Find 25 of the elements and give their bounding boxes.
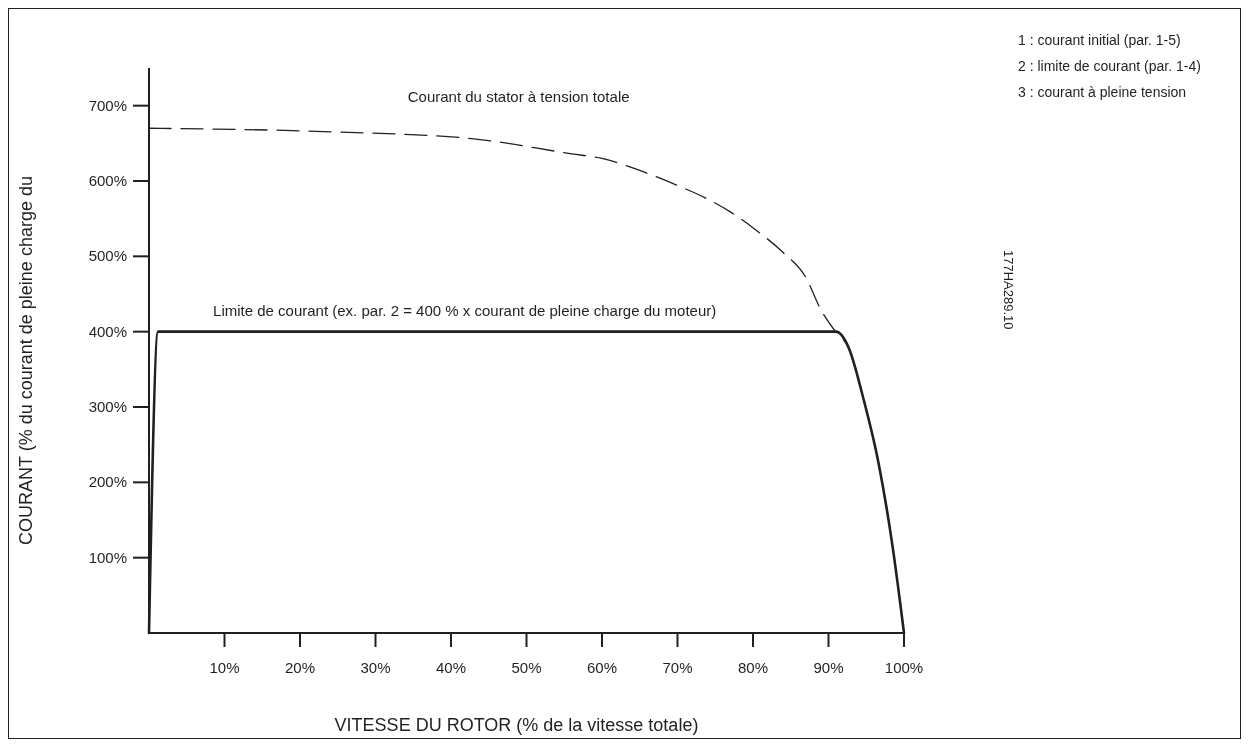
y-tick-label: 200% [88,473,127,491]
x-tick-label: 50% [511,659,542,676]
text: 1 : courant initial (par. 1-5) [1018,32,1181,48]
series-label: Limite de courant (ex. par. 2 = 400 % x courant de pleine charge du moteur) [213,301,717,319]
x-axis-title: VITESSE DU ROTOR (% de la vitesse totale) [334,715,699,735]
x-tick-label: 100% [884,659,924,676]
x-tick-label: 70% [662,659,693,676]
text: 2 : limite de courant (par. 1-4) [1018,58,1201,74]
text: 3 : courant à pleine tension [1018,84,1187,100]
series-label: Courant du stator à tension totale [407,88,630,106]
x-tick-label: 80% [737,659,769,676]
x-tick-label: 10% [209,659,240,676]
x-tick-label: 20% [284,659,316,676]
y-tick-label: 100% [88,548,127,566]
x-tick-label: 60% [586,659,618,676]
x-tick-label: 90% [813,659,844,676]
text: 177HA289.10 [1001,250,1016,330]
y-tick-label: 500% [88,247,127,265]
y-tick-label: 300% [88,398,127,415]
y-tick-label: 600% [88,172,127,189]
y-tick-label: 400% [88,322,127,340]
y-axis-title: COURANT (% du courant de pleine charge du [16,176,36,545]
y-tick-label: 700% [88,96,127,114]
x-tick-label: 30% [360,659,391,676]
x-tick-label: 40% [435,659,467,676]
